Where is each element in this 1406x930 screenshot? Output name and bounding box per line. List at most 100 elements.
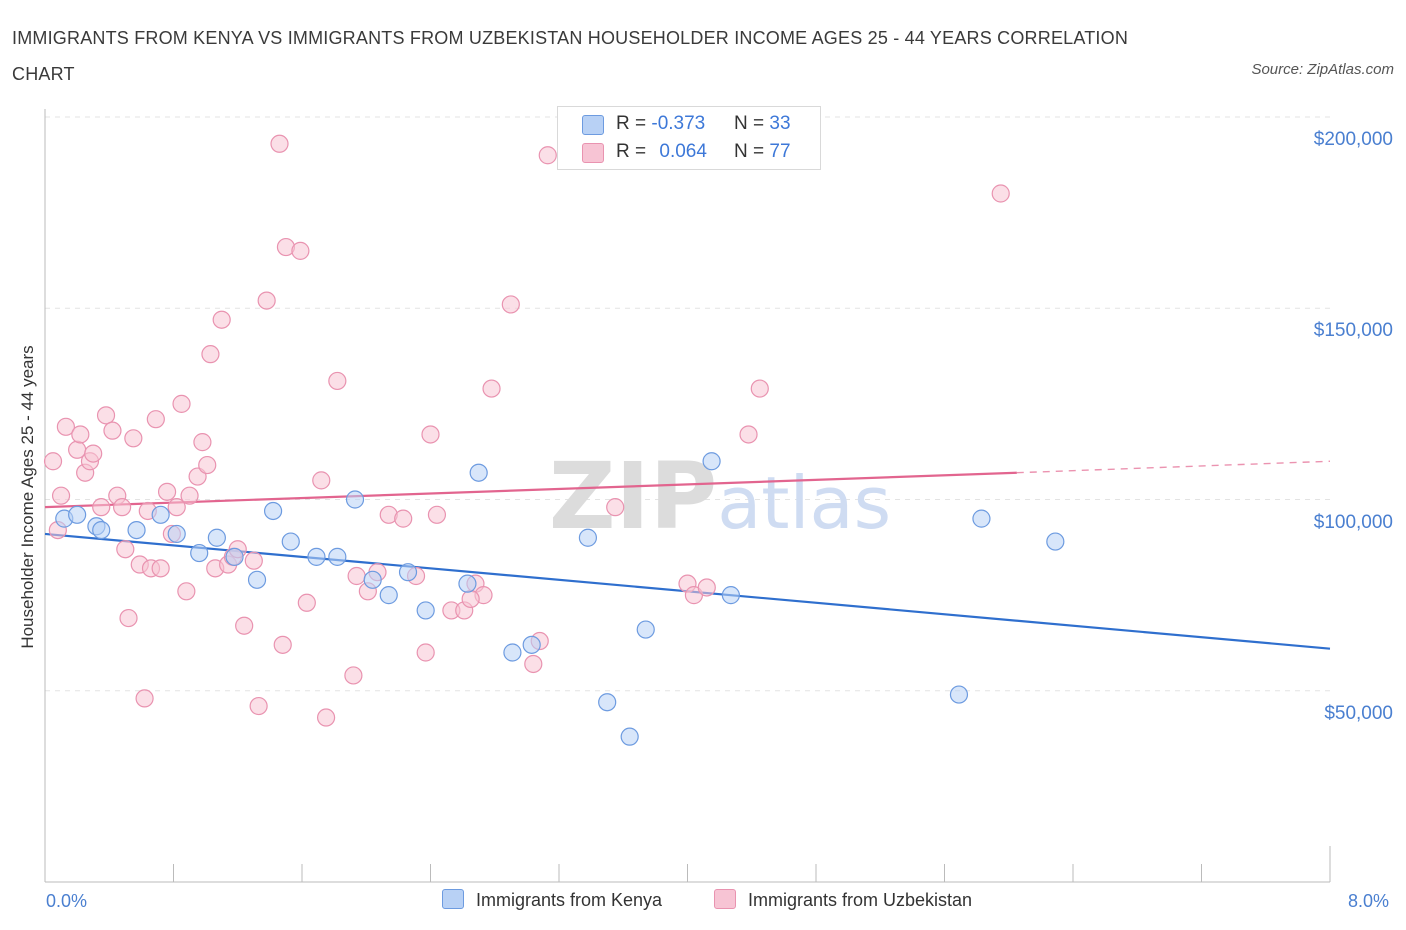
kenya-point: [379, 586, 398, 605]
uzbekistan-point: [177, 582, 196, 601]
kenya-r-value: -0.373: [651, 113, 706, 134]
uzbekistan-point: [739, 425, 758, 444]
kenya-point: [949, 685, 969, 704]
uzbekistan-point: [212, 310, 231, 329]
uzbekistan-point: [167, 498, 186, 517]
uzbekistan-point: [328, 371, 347, 391]
uzbekistan-point: [427, 505, 447, 524]
uzbekistan-point: [92, 498, 111, 517]
uzbekistan-point: [482, 379, 501, 398]
uzbekistan-point: [116, 540, 135, 559]
kenya-point: [68, 505, 87, 524]
kenya-point: [225, 547, 244, 566]
kenya-point: [620, 727, 639, 746]
uzbekistan-swatch: [582, 143, 604, 163]
kenya-point: [151, 505, 170, 524]
uzbekistan-point: [198, 455, 217, 475]
uzbekistan-point: [273, 635, 292, 654]
uzbekistan-point: [124, 429, 143, 448]
kenya-point: [416, 601, 435, 620]
x-tick-label-min: 0.0%: [46, 891, 88, 911]
watermark-atlas: atlas: [717, 461, 891, 545]
uzbekistan-point: [461, 589, 480, 609]
kenya-point: [1046, 532, 1065, 551]
uzbekistan-point: [416, 643, 435, 662]
uzbekistan-point: [249, 696, 268, 716]
watermark-zip: ZIP: [549, 443, 717, 550]
kenya-point: [167, 524, 186, 544]
kenya-point: [307, 547, 326, 566]
uzbekistan-point: [103, 421, 122, 440]
uzbekistan-point: [316, 708, 336, 727]
uzbekistan-point: [291, 241, 310, 260]
kenya-point: [398, 563, 418, 582]
y-axis-title: Householder Income Ages 25 - 44 years: [18, 345, 37, 649]
kenya-point: [190, 543, 209, 563]
uzbekistan-point: [524, 654, 543, 674]
x-tick-label-max: 8.0%: [1348, 891, 1390, 911]
y-tick-label: $150,000: [1313, 320, 1393, 342]
stats-legend: R = -0.373 N = 33 R = 0.064 N = 77: [557, 106, 821, 170]
legend-item-uzbekistan: Immigrants from Uzbekistan: [714, 889, 972, 911]
uzbekistan-point: [312, 471, 331, 490]
uzbekistan-point: [112, 498, 132, 517]
uzbekistan-point: [991, 184, 1010, 203]
uzbekistan-point: [235, 616, 254, 635]
chart-title: IMMIGRANTS FROM KENYA VS IMMIGRANTS FROM…: [12, 28, 1129, 84]
uzbekistan-point: [84, 444, 103, 463]
kenya-point: [598, 693, 617, 712]
kenya-point: [92, 520, 111, 540]
kenya-point: [469, 463, 488, 482]
kenya-point: [458, 574, 477, 593]
uzbekistan-point: [151, 559, 170, 578]
uzbekistan-point: [71, 425, 90, 444]
kenya-r-label: R =: [616, 113, 652, 134]
source-label: Source: ZipAtlas.com: [1251, 61, 1394, 78]
uzbekistan-n-label: N =: [734, 141, 770, 162]
uzbekistan-point: [201, 345, 220, 364]
uzbekistan-point: [394, 509, 413, 528]
kenya-n-value: 33: [769, 113, 791, 134]
uzbekistan-point: [347, 566, 366, 586]
uzbekistan-point: [43, 452, 63, 471]
y-tick-label: $50,000: [1324, 702, 1393, 724]
uzbekistan-point: [344, 666, 363, 685]
watermark: ZIPatlas: [549, 443, 891, 550]
kenya-point: [247, 570, 267, 589]
uzbekistan-point: [501, 295, 520, 314]
y-tick-label: $100,000: [1313, 511, 1393, 533]
gridlines: [45, 116, 1330, 692]
kenya-point: [636, 620, 655, 639]
kenya-point: [522, 635, 541, 654]
uzbekistan-point: [297, 593, 316, 612]
kenya-n-label: N =: [734, 113, 770, 134]
uzbekistan-trend-line: [44, 471, 1017, 509]
uzbekistan-point: [96, 406, 116, 425]
uzbekistan-point: [56, 417, 75, 436]
uzbekistan-point: [538, 146, 557, 165]
axes: [44, 109, 1331, 883]
uzbekistan-r-value: 0.064: [659, 141, 707, 162]
uzbekistan-point: [257, 291, 276, 310]
uzbekistan-point: [697, 578, 716, 597]
uzbekistan-point: [270, 134, 289, 153]
uzbekistan-point: [135, 689, 154, 708]
kenya-point: [972, 509, 991, 528]
uzbekistan-n-value: 77: [769, 141, 791, 162]
legend-item-kenya: Immigrants from Kenya: [442, 889, 662, 911]
uzbekistan-point: [146, 410, 165, 429]
kenya-point: [702, 452, 721, 471]
uzbekistan-trend-extension: [1016, 460, 1331, 474]
uzbekistan-point: [157, 482, 177, 501]
kenya-point: [721, 586, 740, 605]
uzbekistan-point: [119, 608, 138, 628]
kenya-swatch: [582, 115, 604, 135]
kenya-point: [328, 547, 347, 566]
kenya-point: [127, 520, 146, 540]
kenya-legend-label: Immigrants from Kenya: [476, 890, 663, 910]
kenya-point: [207, 528, 226, 547]
uzbekistan-point: [180, 486, 199, 505]
uzbekistan-point: [244, 551, 263, 570]
uzbekistan-point: [193, 433, 212, 452]
